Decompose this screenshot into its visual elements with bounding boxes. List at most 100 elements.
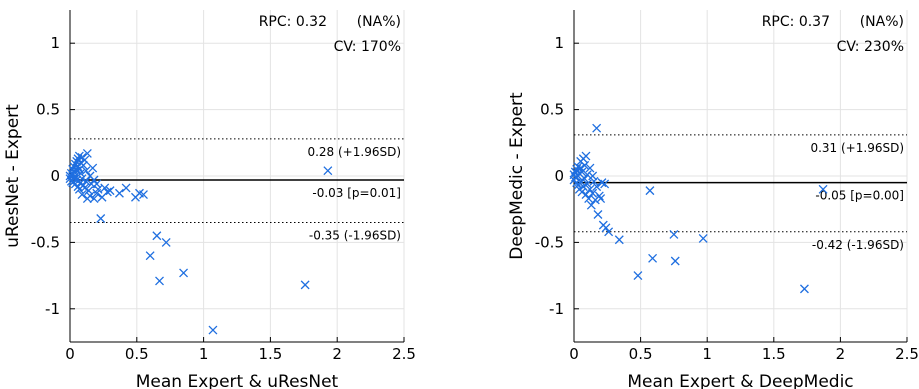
data-point — [633, 271, 643, 281]
data-point — [585, 184, 595, 194]
cv-text: CV: 230% — [837, 39, 904, 55]
y-tick-label: 0.5 — [540, 101, 564, 119]
data-point — [89, 194, 99, 204]
data-point — [300, 280, 310, 290]
rpc-percent-text: (NA%) — [357, 14, 401, 30]
x-axis-title: Mean Expert & uResNet — [136, 372, 339, 389]
data-point — [578, 182, 588, 192]
data-point — [69, 174, 79, 184]
data-point — [80, 155, 90, 165]
x-tick-label: 2.5 — [392, 345, 416, 363]
data-point — [105, 186, 115, 196]
data-point — [323, 166, 333, 176]
rpc-text: RPC: 0.37 — [762, 14, 830, 30]
data-point — [84, 186, 94, 196]
x-tick-label: 0 — [569, 345, 579, 363]
data-point — [601, 223, 611, 233]
x-tick-label: 2.5 — [895, 345, 919, 363]
data-point — [600, 179, 610, 189]
chart-right: 0 0.5 1 1.5 2 2.5 -1 -0.5 0 0.5 1 Mean Expert & Dee… — [507, 10, 919, 389]
data-point — [580, 174, 590, 184]
data-point — [81, 166, 91, 176]
mean-label: -0.03 [p=0.01] — [312, 186, 401, 200]
x-tick-label: 2 — [332, 345, 342, 363]
data-point — [155, 276, 164, 286]
rpc-text: RPC: 0.32 — [259, 14, 327, 30]
lower-loa-label: -0.35 (-1.96SD) — [309, 228, 401, 242]
x-tick-label: 1.5 — [762, 345, 786, 363]
x-tick-label: 0.5 — [125, 345, 149, 363]
data-point — [597, 178, 607, 188]
data-point — [77, 190, 87, 200]
data-point — [585, 163, 595, 173]
rpc-percent-text: (NA%) — [860, 14, 904, 30]
data-point — [152, 231, 162, 241]
data-point — [96, 214, 106, 223]
data-point — [669, 229, 679, 239]
x-tick-label: 1 — [702, 345, 712, 363]
y-axis-title: uResNet - Expert — [3, 104, 23, 248]
x-tick-label: 1 — [199, 345, 209, 363]
x-tick-label: 0 — [65, 345, 75, 363]
y-tick-label: -1 — [549, 300, 564, 318]
data-point — [139, 190, 148, 200]
y-tick-label: 0 — [554, 167, 564, 185]
data-point — [121, 183, 131, 193]
mean-label: -0.05 [p=0.00] — [815, 189, 904, 203]
data-point — [78, 160, 88, 170]
data-point — [179, 268, 189, 278]
data-point — [580, 160, 590, 170]
data-point — [799, 284, 809, 294]
data-point — [670, 256, 680, 266]
data-point — [208, 325, 218, 335]
data-point — [89, 175, 99, 185]
y-tick-label: -1 — [45, 300, 60, 318]
data-point — [645, 186, 655, 196]
cv-text: CV: 170% — [334, 39, 401, 55]
upper-loa-label: 0.28 (+1.96SD) — [307, 145, 401, 159]
y-tick-label: 0 — [50, 167, 60, 185]
data-point — [818, 184, 828, 194]
data-point — [92, 179, 102, 189]
lower-loa-label: -0.42 (-1.96SD) — [812, 238, 904, 252]
x-tick-label: 1.5 — [258, 345, 282, 363]
data-point — [582, 179, 592, 189]
data-point — [648, 253, 658, 263]
data-point — [588, 171, 598, 181]
data-point — [586, 200, 596, 210]
data-point — [102, 187, 112, 197]
data-point — [76, 168, 86, 178]
data-point — [592, 123, 602, 133]
y-tick-label: 1 — [50, 34, 60, 52]
data-point — [604, 227, 614, 237]
data-point — [593, 210, 603, 219]
data-point — [592, 182, 602, 192]
y-tick-label: -0.5 — [535, 233, 564, 251]
y-axis-title: DeepMedic - Expert — [507, 92, 527, 260]
y-tick-label: -0.5 — [31, 233, 60, 251]
data-point — [114, 188, 124, 198]
data-point — [73, 182, 83, 192]
data-point — [596, 194, 606, 204]
x-tick-label: 0.5 — [629, 345, 653, 363]
data-point — [85, 191, 95, 201]
x-tick-label: 2 — [836, 345, 846, 363]
data-point — [82, 148, 92, 158]
y-tick-label: 0.5 — [36, 101, 60, 119]
x-axis-title: Mean Expert & DeepMedic — [627, 372, 853, 389]
data-point — [100, 183, 110, 193]
data-point — [614, 235, 624, 245]
upper-loa-label: 0.31 (+1.96SD) — [810, 141, 904, 155]
data-point — [93, 184, 103, 194]
data-point — [589, 176, 599, 186]
data-point — [88, 163, 98, 173]
data-point — [161, 237, 171, 247]
data-point — [145, 251, 155, 261]
y-tick-label: 1 — [554, 34, 564, 52]
chart-left: 0 0.5 1 1.5 2 2.5 -1 -0.5 0 0.5 1 Mean Expert & uRe… — [3, 10, 416, 389]
data-point — [698, 233, 708, 243]
data-point — [588, 188, 598, 198]
data-point — [594, 191, 604, 201]
data-point — [581, 151, 591, 161]
